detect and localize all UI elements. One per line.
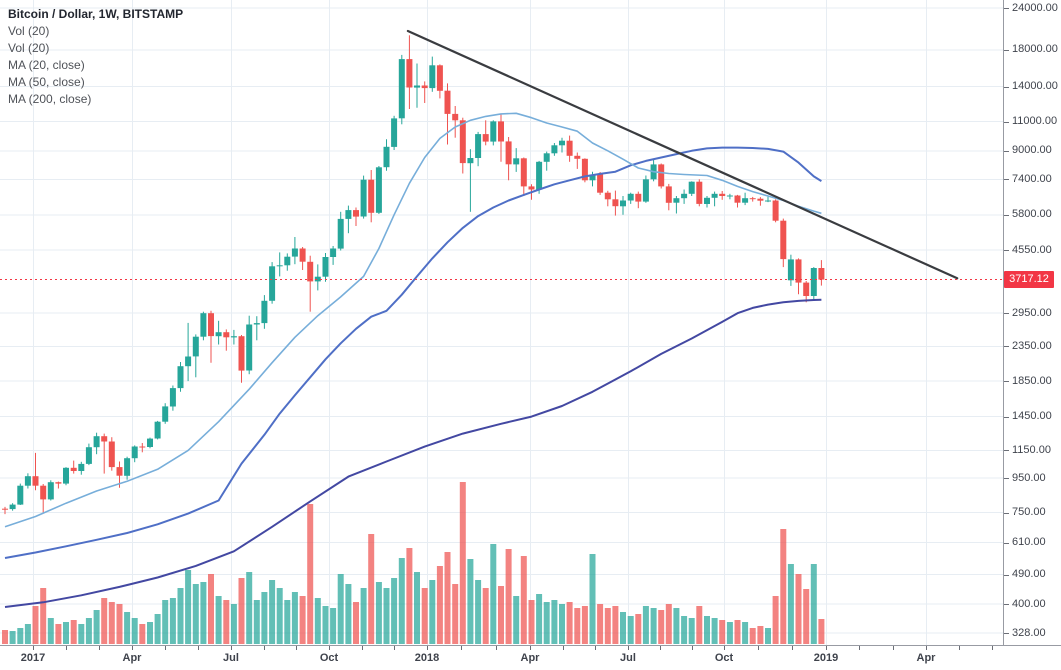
price-tick: [1004, 8, 1009, 10]
price-axis-label: 610.00: [1012, 536, 1046, 549]
price-axis-label: 328.00: [1012, 626, 1046, 639]
time-tick: [660, 646, 661, 650]
volume-bars: [2, 482, 825, 644]
time-tick: [198, 646, 199, 650]
time-tick: [959, 646, 960, 650]
time-axis[interactable]: 2017 Apr Jul Oct 2018 Apr Jul Oct 2019 Apr: [0, 645, 1061, 670]
time-tick: [461, 646, 463, 650]
price-tick: [1004, 214, 1009, 216]
time-axis-label: Oct: [319, 652, 339, 664]
price-tick: [1004, 86, 1009, 88]
price-tick: [1004, 416, 1009, 418]
price-tick: [1004, 179, 1009, 181]
time-axis-label: 2018: [414, 652, 440, 664]
time-tick: [33, 646, 34, 650]
price-tick: [1004, 542, 1009, 544]
price-tick: [1004, 512, 1009, 514]
time-tick: [263, 646, 265, 650]
price-tick: [1004, 633, 1009, 634]
time-tick: [361, 646, 363, 650]
time-tick: [826, 646, 827, 650]
time-tick: [132, 646, 133, 650]
time-tick: [231, 646, 232, 650]
time-tick: [926, 646, 927, 650]
time-tick: [992, 646, 993, 650]
time-axis-label: Oct: [714, 652, 734, 664]
time-tick: [792, 646, 793, 650]
price-tick: [1004, 250, 1009, 252]
time-axis-label: Jul: [620, 652, 636, 664]
ma20-line[interactable]: [4, 112, 822, 528]
time-tick: [562, 646, 564, 650]
time-tick: [595, 646, 597, 650]
price-axis-label: 4550.00: [1012, 243, 1052, 256]
price-axis-label: 400.00: [1012, 597, 1046, 610]
price-axis-label: 5800.00: [1012, 208, 1052, 221]
indicator-vol-row[interactable]: Vol (20): [8, 24, 50, 38]
time-tick: [628, 646, 629, 650]
time-tick: [758, 646, 759, 650]
price-tick: [1004, 346, 1009, 348]
price-axis-label: 1450.00: [1012, 410, 1052, 423]
time-tick: [394, 646, 396, 650]
price-tick: [1004, 574, 1009, 576]
time-tick: [724, 646, 725, 650]
price-axis-label: 950.00: [1012, 471, 1046, 484]
price-tick: [1004, 121, 1009, 123]
price-axis-label: 14000.00: [1012, 80, 1058, 92]
price-axis-label: 1850.00: [1012, 374, 1052, 387]
price-axis-label: 2350.00: [1012, 339, 1052, 352]
time-tick: [892, 646, 894, 650]
price-tick: [1004, 604, 1009, 606]
price-axis-label: 7400.00: [1012, 172, 1052, 185]
price-tick: [1004, 478, 1009, 480]
price-axis[interactable]: 24000.00 18000.00 14000.00 11000.00 9000.00 7…: [1003, 0, 1061, 645]
time-tick: [495, 646, 497, 650]
price-tick: [1004, 381, 1009, 383]
time-axis-label: Apr: [520, 652, 540, 664]
chart-legend: Bitcoin / Dollar, 1W, BITSTAMP Vol (20) …: [8, 6, 183, 108]
price-tick: [1004, 150, 1009, 152]
price-axis-label: 2950.00: [1012, 306, 1052, 319]
time-tick: [66, 646, 67, 650]
indicator-ma50-row[interactable]: MA (50, close): [8, 75, 85, 89]
time-axis-label: 2017: [20, 652, 46, 664]
time-axis-label: 2019: [813, 652, 839, 664]
price-axis-label: 18000.00: [1012, 43, 1058, 56]
time-tick: [859, 646, 861, 650]
time-tick: [296, 646, 298, 650]
ma200-line[interactable]: [4, 298, 822, 608]
ma50-line[interactable]: [4, 146, 822, 559]
candlestick-series: [2, 35, 825, 515]
time-tick: [530, 646, 531, 650]
last-price-badge: 3717.12: [1004, 271, 1054, 289]
trendline[interactable]: [406, 29, 959, 280]
time-tick: [692, 646, 693, 650]
time-axis-label: Apr: [122, 652, 142, 664]
price-axis-label: 11000.00: [1012, 115, 1058, 128]
price-axis-label: 490.00: [1012, 568, 1046, 580]
indicator-vol-ma-row[interactable]: Vol (20): [8, 41, 50, 55]
price-axis-label: 750.00: [1012, 506, 1046, 519]
time-axis-label: Apr: [916, 652, 936, 664]
axis-corner: [1004, 646, 1061, 669]
time-tick: [329, 646, 330, 650]
price-tick: [1004, 313, 1009, 315]
time-tick: [99, 646, 100, 650]
price-axis-label: 24000.00: [1012, 1, 1058, 14]
price-axis-label: 1150.00: [1012, 443, 1051, 456]
indicator-ma20-row[interactable]: MA (20, close): [8, 58, 85, 72]
price-tick: [1004, 49, 1009, 51]
time-axis-label: Jul: [223, 652, 239, 664]
indicator-ma200-row[interactable]: MA (200, close): [8, 92, 92, 106]
time-tick: [165, 646, 166, 650]
time-tick: [427, 646, 428, 650]
symbol-title[interactable]: Bitcoin / Dollar, 1W, BITSTAMP: [8, 7, 184, 21]
price-axis-label: 9000.00: [1012, 144, 1052, 157]
price-tick: [1004, 450, 1009, 452]
